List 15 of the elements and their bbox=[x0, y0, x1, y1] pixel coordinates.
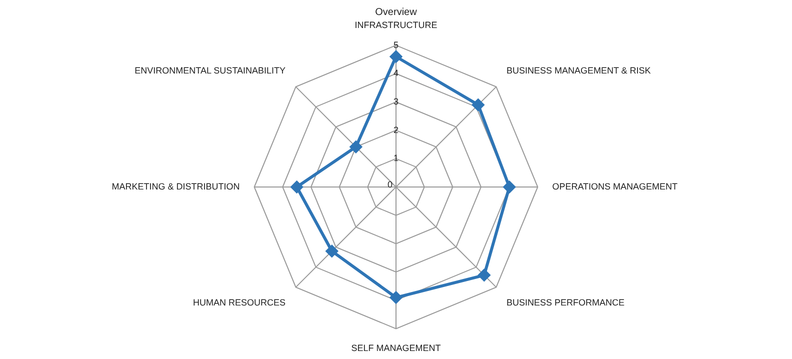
spoke-label: INFRASTRUCTURE bbox=[354, 20, 438, 30]
spoke-label: ENVIRONMENTAL SUSTAINABILITY bbox=[134, 66, 286, 76]
y-tick-label: 0 bbox=[387, 179, 393, 190]
spoke-label: MARKETING & DISTRIBUTION bbox=[112, 181, 240, 192]
spoke-label: SELF MANAGEMENT bbox=[351, 343, 442, 354]
y-tick-label: 1 bbox=[393, 153, 399, 164]
chart-title: Overview bbox=[375, 6, 418, 18]
y-tick-label: 3 bbox=[393, 96, 399, 106]
y-tick-label: 5 bbox=[393, 40, 399, 50]
y-tick-label: 2 bbox=[393, 124, 399, 135]
y-tick-label: 4 bbox=[393, 68, 399, 78]
spoke-label: BUSINESS MANAGEMENT & RISK bbox=[506, 66, 651, 76]
spoke-label: BUSINESS PERFORMANCE bbox=[506, 297, 624, 308]
spoke-label: OPERATIONS MANAGEMENT bbox=[552, 181, 678, 192]
spoke-label: HUMAN RESOURCES bbox=[193, 297, 286, 308]
